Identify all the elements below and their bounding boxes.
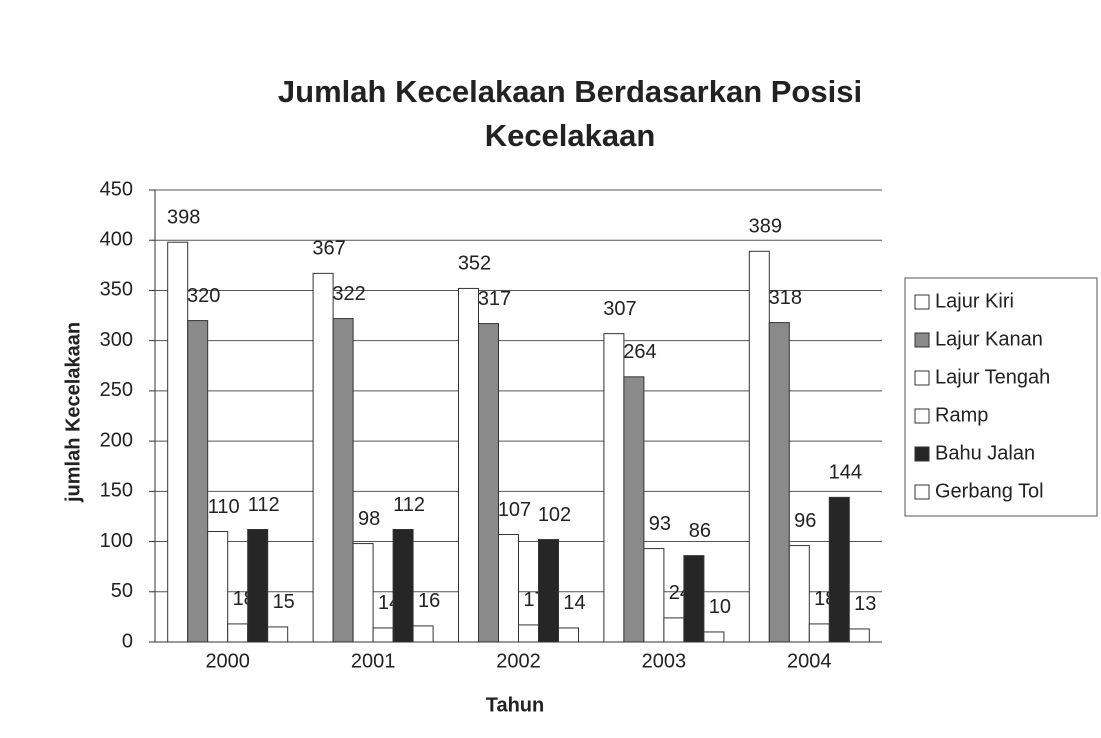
y-tick-label: 200 (100, 429, 133, 451)
data-label: 112 (248, 494, 280, 516)
legend-swatch (914, 408, 930, 424)
x-tick-label: 2003 (642, 650, 687, 672)
bar (227, 623, 249, 643)
y-tick-label: 400 (100, 229, 133, 251)
bar (167, 241, 189, 643)
legend-swatch (914, 446, 930, 462)
bar (768, 322, 790, 643)
data-label: 102 (538, 504, 571, 526)
data-label: 15 (273, 591, 295, 613)
y-tick-label: 0 (122, 630, 133, 652)
data-label: 107 (498, 499, 531, 521)
y-tick-label: 450 (100, 178, 133, 200)
y-tick-label: 50 (111, 580, 133, 602)
bar (372, 627, 394, 643)
y-axis-title: jumlah Kecelakaan (62, 322, 84, 503)
x-tick-label: 2002 (496, 650, 541, 672)
data-label: 112 (393, 494, 425, 516)
legend-swatch (914, 332, 930, 348)
y-tick-label: 350 (100, 279, 133, 301)
legend-label: Gerbang Tol (935, 480, 1044, 502)
bar (498, 534, 519, 643)
bar (458, 287, 479, 643)
data-label: 367 (312, 238, 345, 260)
bar (518, 624, 539, 643)
data-label: 10 (709, 596, 731, 618)
data-label: 352 (458, 253, 491, 275)
bar (788, 545, 810, 643)
data-label: 389 (749, 216, 782, 238)
bar (808, 623, 830, 643)
legend-swatch (914, 294, 930, 310)
chart-title: Jumlah Kecelakaan Berdasarkan Posisi Kec… (277, 74, 863, 153)
bar (828, 496, 850, 643)
bar (412, 625, 434, 643)
bar (848, 628, 870, 643)
data-label: 13 (854, 593, 876, 615)
bar (558, 627, 579, 643)
y-tick-label: 300 (100, 329, 133, 351)
y-tick-label: 100 (100, 530, 133, 552)
legend-label: Lajur Kiri (935, 290, 1014, 312)
bar (643, 548, 665, 643)
bar (703, 631, 725, 643)
data-label: 307 (603, 298, 636, 320)
bar (187, 320, 209, 643)
bar (623, 376, 645, 643)
data-label: 317 (478, 288, 511, 310)
bar (478, 323, 499, 643)
bar (748, 250, 770, 643)
data-label: 14 (563, 592, 585, 614)
bar (392, 529, 414, 643)
legend-label: Lajur Kanan (935, 328, 1043, 350)
bar (267, 626, 289, 643)
data-label: 320 (187, 285, 220, 307)
data-label: 86 (689, 520, 711, 542)
legend-swatch (914, 484, 930, 500)
bar (663, 617, 685, 643)
legend-box (904, 277, 1098, 517)
data-label: 93 (649, 513, 671, 535)
bar (603, 333, 625, 643)
y-tick-label: 150 (100, 480, 133, 502)
bar (207, 531, 229, 643)
bar (312, 272, 334, 643)
data-label: 318 (769, 287, 802, 309)
bar (332, 318, 354, 643)
data-label: 144 (829, 462, 862, 484)
legend-swatch (914, 370, 930, 386)
x-tick-label: 2000 (205, 650, 250, 672)
x-tick-label: 2001 (351, 650, 396, 672)
data-label: 98 (358, 508, 380, 530)
x-axis-title: Tahun (486, 694, 545, 716)
legend-label: Ramp (935, 404, 988, 426)
legend-label: Lajur Tengah (935, 366, 1050, 388)
bar (683, 555, 705, 643)
x-tick-label: 2004 (787, 650, 832, 672)
data-label: 264 (623, 341, 656, 363)
bar (538, 539, 559, 643)
data-label: 110 (208, 496, 240, 518)
data-label: 16 (418, 590, 440, 612)
bar (247, 529, 269, 643)
bar (352, 543, 374, 643)
y-tick-label: 250 (100, 379, 133, 401)
legend-label: Bahu Jalan (935, 442, 1035, 464)
data-label: 96 (794, 510, 816, 532)
data-label: 398 (167, 207, 200, 229)
data-label: 322 (332, 283, 365, 305)
